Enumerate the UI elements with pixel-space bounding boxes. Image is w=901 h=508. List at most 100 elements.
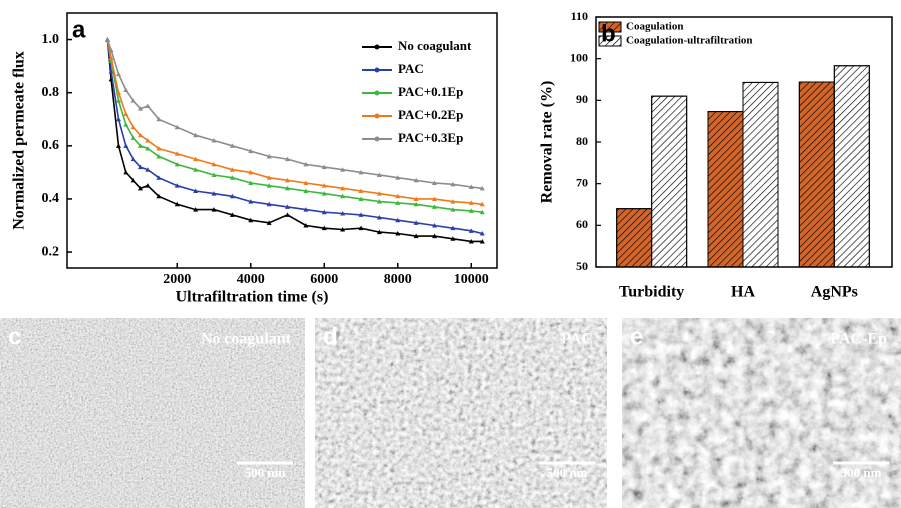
y-tick-label: 0.6 [42,138,60,153]
marker [395,217,401,223]
marker [450,225,456,231]
marker [413,233,419,239]
marker [321,191,327,196]
bar-hatch [798,81,835,268]
marker [174,201,180,207]
legend-label: PAC+0.1Ep [398,84,463,99]
marker [285,204,291,209]
marker [193,167,199,172]
marker [211,191,217,196]
marker [123,111,129,116]
marker [156,153,162,159]
legend-marker [374,90,380,96]
x-tick-label: Turbidity [619,284,684,301]
marker [211,138,217,143]
y-tick-label: 100 [570,50,588,64]
marker [130,98,136,103]
marker [358,188,364,193]
marker [432,196,438,201]
x-tick-label: AgNPs [811,284,858,301]
marker [303,207,309,212]
panel-label: a [72,16,86,43]
series-line [106,39,483,213]
marker [193,156,199,162]
marker [248,217,254,223]
marker [303,223,309,228]
marker [468,228,474,233]
marker [115,116,121,122]
x-tick-label: HA [731,284,755,301]
y-tick-label: 0.4 [42,191,60,206]
x-tick-label: 4000 [237,272,265,287]
marker [479,209,485,215]
sem-image [622,318,901,508]
marker [395,200,401,205]
marker [376,215,382,220]
marker [248,199,254,204]
marker [479,230,485,236]
marker [248,180,254,185]
marker [266,220,272,225]
marker [115,71,121,77]
marker [468,200,474,205]
marker [145,138,151,143]
marker [450,236,456,241]
legend-label: PAC+0.3Ep [398,130,463,145]
marker [321,164,327,170]
marker [450,181,456,187]
marker [303,180,309,185]
x-tick-label: 10000 [454,272,489,287]
marker [108,47,114,53]
x-tick-label: 6000 [310,272,338,287]
marker [376,199,382,204]
sem-caption: PAC [561,331,593,348]
legend-label: No coagulant [398,38,472,53]
sem-image [315,318,607,508]
marker [130,177,136,183]
marker [138,185,144,191]
marker [174,151,180,156]
marker [115,143,121,148]
scale-label: 500 nm [841,465,882,480]
sem-image [0,318,305,508]
marker [174,124,180,130]
legend-label: PAC+0.2Ep [398,107,463,122]
marker [358,196,364,201]
marker [193,132,199,138]
marker [108,55,114,61]
marker [156,175,162,180]
legend-label: PAC [398,61,424,76]
marker [450,199,456,204]
marker [123,122,129,127]
marker [432,223,438,228]
marker [248,148,254,154]
bar-hatch [616,208,653,268]
sem-images [0,318,901,508]
marker [468,208,474,213]
bar-hatch [742,81,779,268]
marker [358,169,364,175]
marker [413,196,419,201]
y-tick-label: 90 [576,92,588,106]
legend-label: Coagulation [626,21,683,33]
marker [340,226,346,232]
marker [229,175,235,180]
marker [130,124,136,130]
marker [229,212,235,217]
marker [193,188,199,193]
marker [450,207,456,212]
marker [321,225,327,231]
marker [156,193,162,199]
marker [340,185,346,191]
y-tick-label: 0.2 [42,244,60,259]
marker [145,103,151,108]
marker [104,37,110,42]
marker [285,212,291,217]
marker [156,145,162,151]
legend-hatch [598,35,622,47]
marker [395,175,401,180]
marker [479,185,485,191]
marker [123,169,129,175]
marker [413,201,419,207]
